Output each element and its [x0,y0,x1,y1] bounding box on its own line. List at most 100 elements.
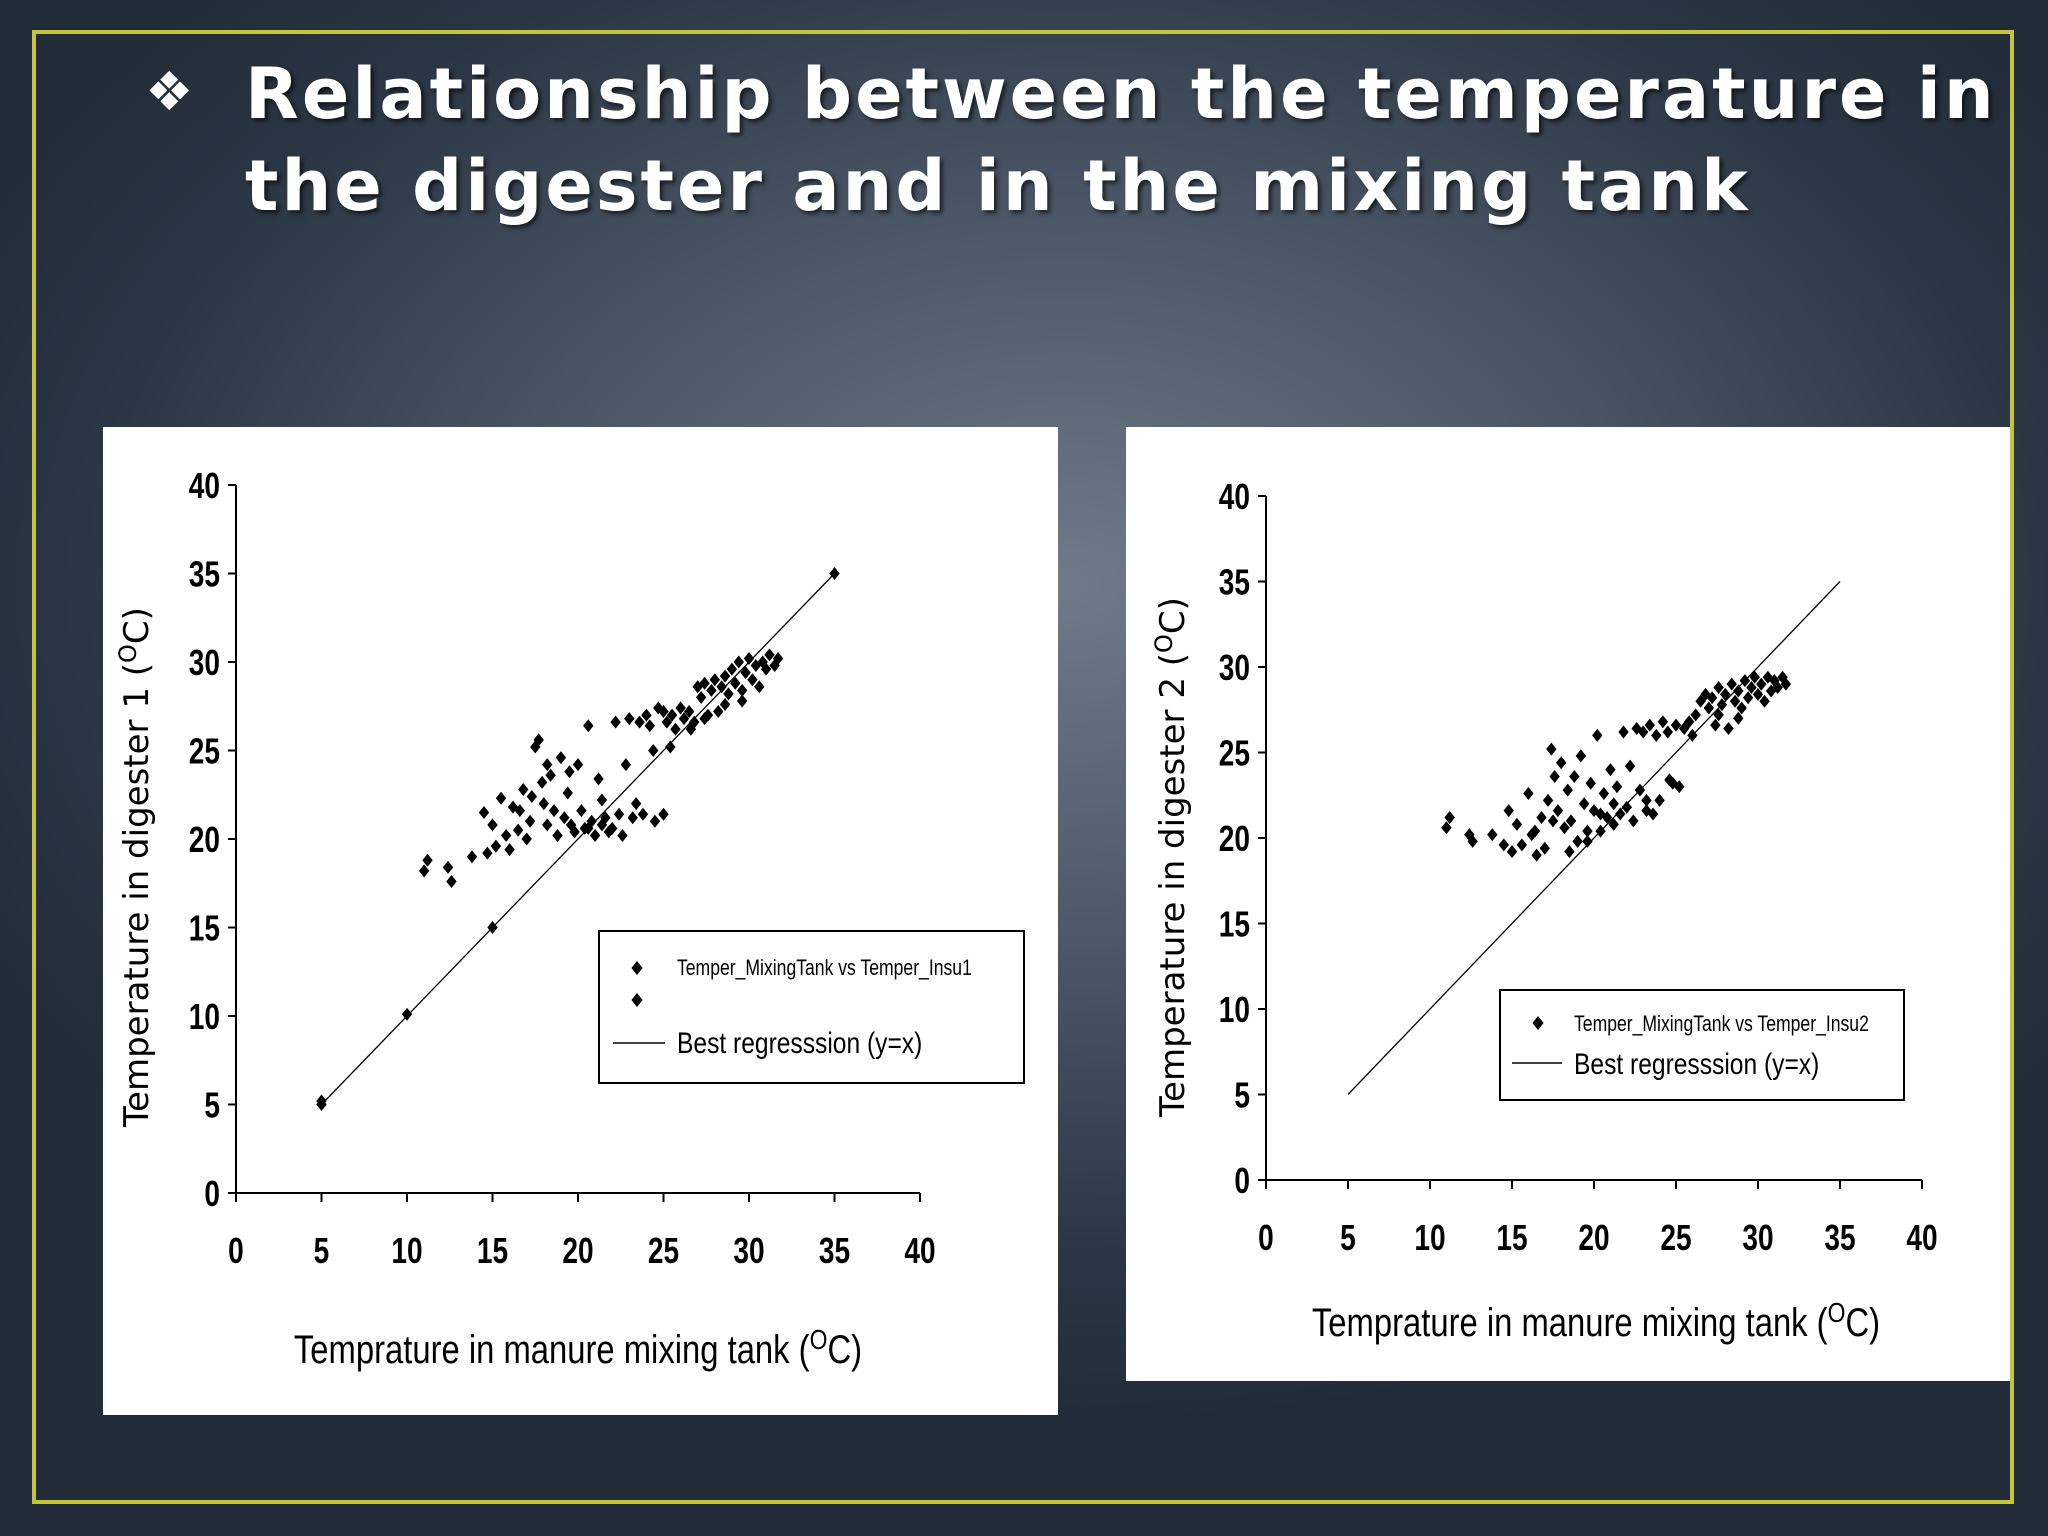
data-point [1746,681,1757,695]
x-tick-label: 35 [1824,1218,1855,1258]
x-tick-label: 5 [1340,1218,1356,1258]
x-tick-label: 40 [1906,1218,1937,1258]
data-point [1582,834,1593,848]
data-point [482,846,493,860]
data-point [1615,807,1626,821]
y-tick-label: 0 [204,1174,220,1214]
data-point [754,680,765,694]
x-tick-label: 10 [391,1231,422,1271]
data-point [719,697,731,711]
data-point [1641,793,1652,807]
data-point [1575,749,1587,763]
data-point [596,793,608,807]
data-point [764,648,775,662]
scatter-chart-digester-2: 0 5 10 15 20 25 30 35 40 0 5 10 15 20 25 30 35 40 Temperat… [1150,477,1938,1345]
data-point [1578,797,1590,811]
data-point [1624,759,1636,773]
data-point [1506,845,1518,859]
data-point [487,818,498,832]
data-point [666,708,678,722]
data-point [1710,718,1721,732]
x-tick-label: 0 [228,1231,244,1271]
data-point [583,821,594,835]
data-point [723,687,734,701]
data-point [562,786,573,800]
data-point [589,828,601,842]
data-point [1651,728,1662,742]
data-point [757,655,768,669]
data-point [442,860,454,874]
data-point [1765,684,1777,698]
data-point [1726,677,1737,691]
data-point [1549,769,1560,783]
data-point [1569,769,1580,783]
data-point [769,659,780,673]
legend-marker [631,993,643,1007]
data-point [1679,722,1690,736]
x-tick-label: 20 [562,1231,593,1271]
data-point [678,712,690,726]
data-point [569,825,580,839]
data-point [1644,718,1655,732]
x-tick-label: 40 [904,1231,935,1271]
y-tick-label: 20 [1219,819,1250,859]
data-point [1552,804,1564,818]
data-point [1536,810,1547,824]
data-point [617,828,628,842]
legend-label-regression: Best regresssion (y=x) [1574,1047,1819,1081]
data-point [630,797,642,811]
data-point [740,666,751,680]
data-point [530,740,541,754]
data-point [552,828,563,842]
y-tick-label: 20 [189,820,220,860]
x-tick-label: 25 [648,1231,679,1271]
data-point [1729,694,1741,708]
data-point [1739,674,1751,688]
data-point [675,701,686,715]
legend-box [598,930,1025,1084]
data-point [1716,698,1728,712]
x-tick-label: 30 [733,1231,764,1271]
data-point [1631,722,1642,736]
y-tick-label: 15 [1219,904,1250,944]
data-point [1618,725,1629,739]
data-point [1723,722,1734,736]
data-point [1742,691,1754,705]
data-point [1511,817,1523,831]
data-point [649,814,661,828]
data-point [446,874,457,888]
data-point [401,1007,413,1021]
x-tick-label: 20 [1578,1218,1609,1258]
data-point [670,722,681,736]
data-point [524,814,536,828]
chart-panel-digester-2: 0 5 10 15 20 25 30 35 40 0 5 10 15 20 25 30 35 40 Temperat… [1126,427,2010,1381]
data-point [1529,824,1541,838]
y-tick-label: 35 [189,554,220,594]
data-point [1706,691,1718,705]
data-point [1523,787,1534,801]
slide-title: Relationship between the temperature in … [245,53,1997,227]
data-point [1598,787,1610,801]
data-point [1674,780,1685,794]
data-point [760,662,772,676]
y-tick-label: 30 [1219,648,1250,688]
y-tick-label: 10 [1219,990,1250,1030]
data-point [716,680,727,694]
data-point [583,719,594,733]
data-point [1542,793,1554,807]
y-axis-label: Temperature in digester 1 (OC) [114,607,157,1128]
data-point [1756,677,1767,691]
data-point [1487,828,1498,842]
data-point [661,715,673,729]
y-tick-label: 25 [1219,733,1250,773]
data-point [1605,763,1616,777]
data-point [1641,804,1652,818]
data-point [709,673,720,687]
x-tick-label: 15 [1496,1218,1527,1258]
data-point [1703,701,1714,715]
data-point [750,659,762,673]
data-point [644,719,656,733]
data-point [490,839,502,853]
legend-box [1499,989,1905,1101]
data-point [706,683,717,697]
